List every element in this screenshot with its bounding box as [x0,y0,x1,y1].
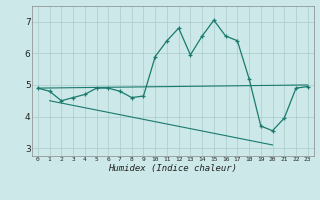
X-axis label: Humidex (Indice chaleur): Humidex (Indice chaleur) [108,164,237,173]
